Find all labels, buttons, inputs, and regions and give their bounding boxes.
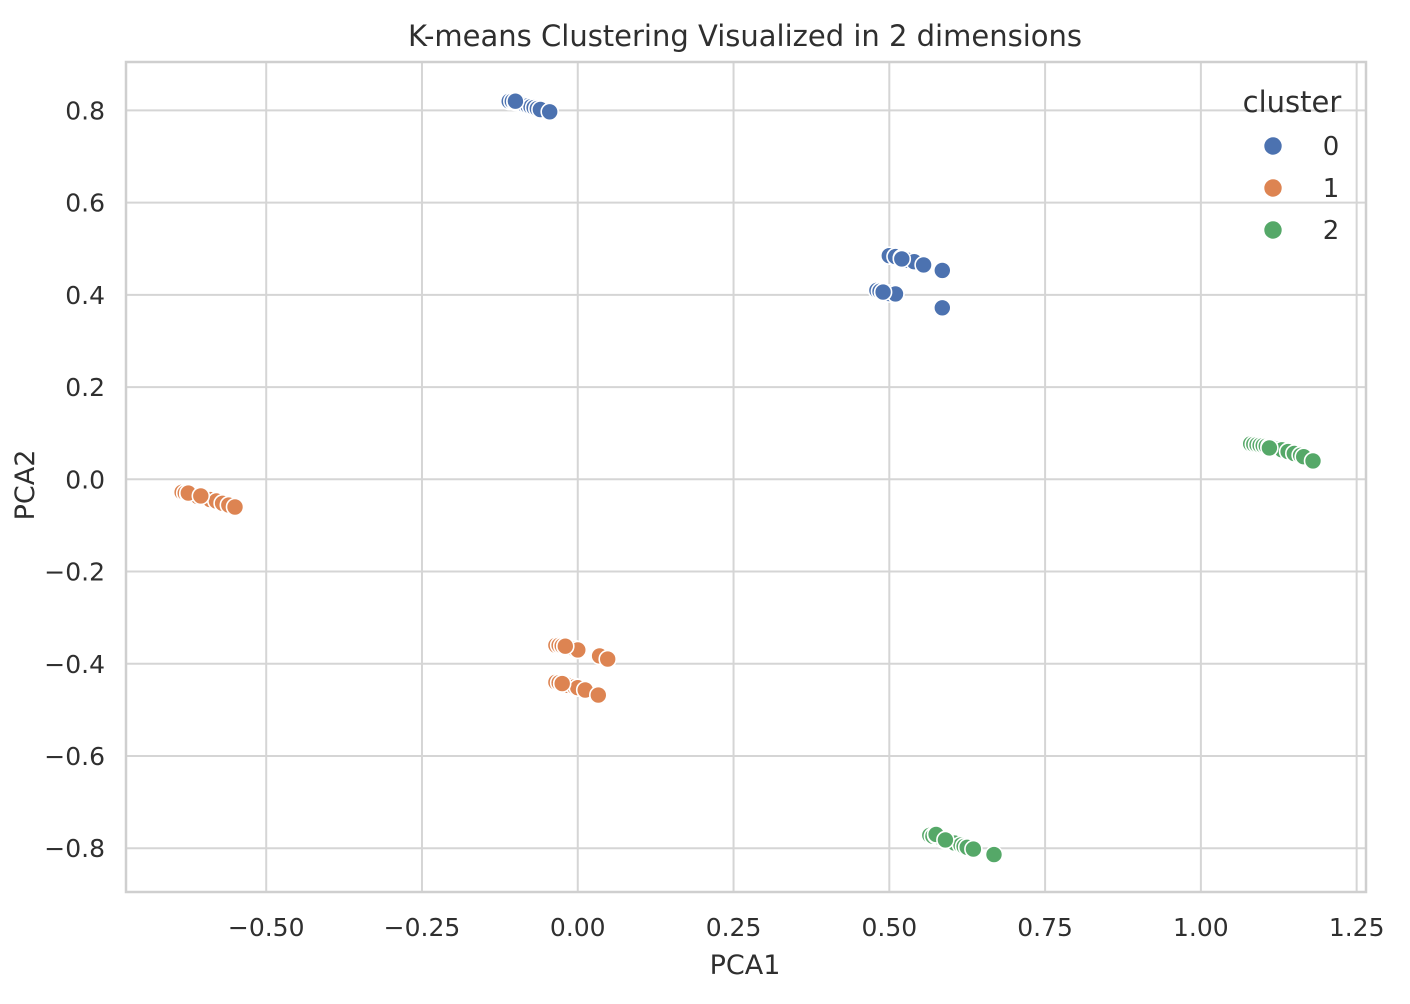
y-tick-label: −0.8 (44, 834, 105, 863)
x-tick-label: 1.25 (1329, 913, 1385, 942)
data-point-cluster-2 (1260, 438, 1279, 458)
y-axis-label: PCA2 (10, 450, 41, 521)
data-point-cluster-1 (588, 685, 608, 705)
data-point-cluster-1 (191, 486, 211, 506)
data-point-cluster-2 (1303, 451, 1323, 471)
y-tick-label: −0.2 (44, 558, 105, 587)
y-tick-label: −0.6 (44, 742, 105, 771)
data-point-cluster-1 (598, 649, 618, 669)
data-point-cluster-2 (936, 830, 955, 850)
y-tick-label: −0.4 (44, 650, 105, 679)
legend-marker (1262, 177, 1284, 199)
y-tick-label: 0.8 (65, 96, 105, 125)
data-point-cluster-0 (540, 102, 560, 122)
data-point-cluster-0 (873, 282, 893, 302)
data-point-cluster-0 (932, 298, 952, 318)
data-point-cluster-0 (506, 91, 525, 111)
legend-label: 2 (1323, 216, 1340, 246)
x-tick-label: −0.50 (228, 913, 305, 942)
legend-label: 1 (1323, 174, 1340, 204)
x-tick-label: 0.75 (1017, 913, 1073, 942)
data-point-cluster-1 (552, 674, 572, 693)
x-tick-label: −0.25 (384, 913, 461, 942)
x-tick-label: 0.25 (706, 913, 762, 942)
data-point-cluster-2 (984, 845, 1004, 864)
data-points (172, 91, 1323, 864)
legend-label: 0 (1323, 132, 1340, 162)
data-point-cluster-1 (225, 497, 245, 517)
y-tick-label: 0.2 (65, 373, 105, 402)
y-tick-labels: 0.8 0.6 0.4 0.2 0.0 −0.2 −0.4 −0.6 −0.8 (44, 96, 105, 863)
x-tick-label: 1.00 (1173, 913, 1229, 942)
y-tick-label: 0.0 (65, 465, 105, 494)
legend-marker (1262, 219, 1284, 241)
x-axis-label: PCA1 (710, 950, 781, 981)
data-point-cluster-2 (964, 839, 983, 859)
data-point-cluster-1 (555, 636, 575, 656)
x-tick-labels: −0.50 −0.25 0.00 0.25 0.50 0.75 1.00 1.25 (228, 913, 1385, 942)
grid-lines (126, 62, 1366, 892)
data-point-cluster-0 (892, 249, 912, 269)
legend-title: cluster (1243, 85, 1342, 119)
y-tick-label: 0.6 (65, 189, 105, 218)
plot-frame (124, 60, 1368, 894)
chart-title: K-means Clustering Visualized in 2 dimen… (408, 19, 1082, 53)
data-point-cluster-0 (914, 255, 933, 275)
x-tick-label: 0.00 (550, 913, 606, 942)
x-tick-label: 0.50 (861, 913, 917, 942)
data-point-cluster-0 (932, 261, 952, 280)
legend: cluster 0 1 2 (1243, 85, 1342, 246)
y-tick-label: 0.4 (65, 281, 105, 310)
legend-marker (1262, 135, 1284, 157)
